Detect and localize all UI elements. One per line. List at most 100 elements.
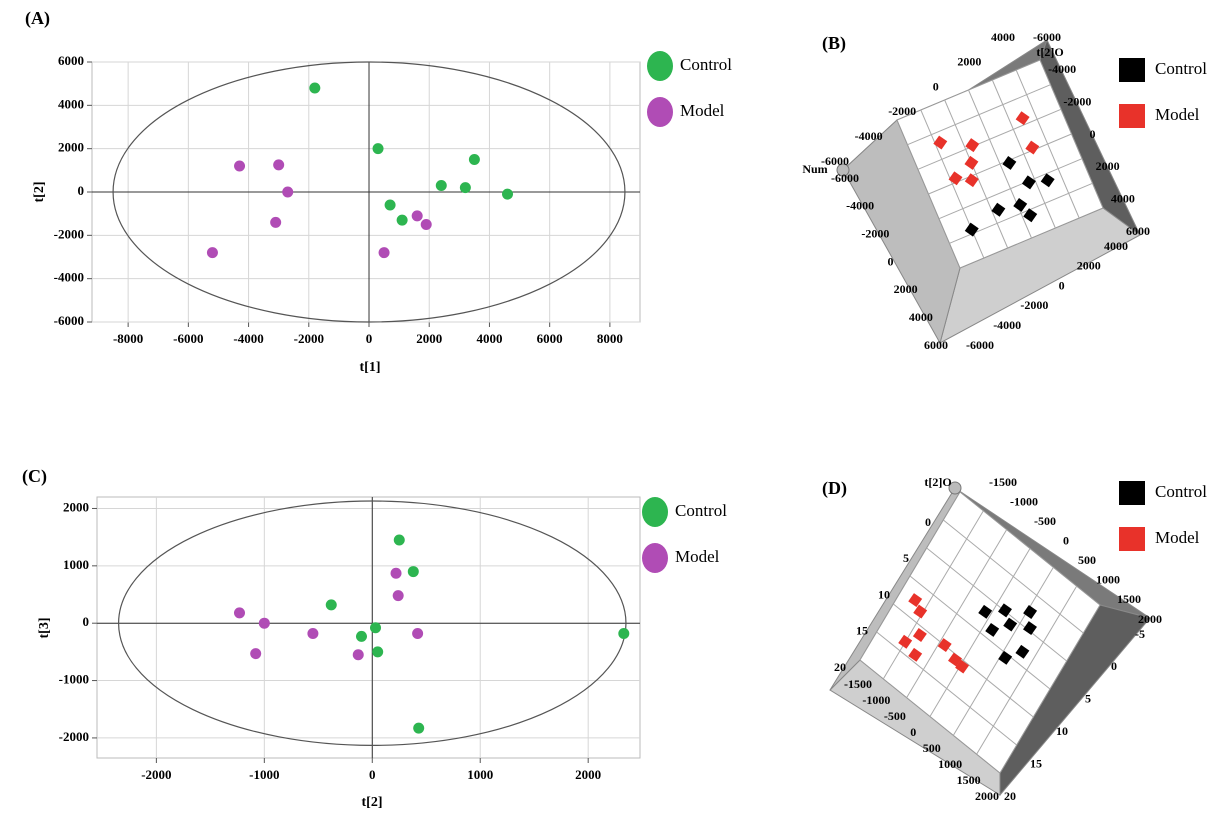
- axis-tick-label: -6000: [1033, 30, 1061, 44]
- point: [234, 160, 246, 172]
- axis-tick-label: 0: [1059, 278, 1065, 292]
- point: [355, 630, 367, 642]
- axis-tick-label: -4000: [846, 199, 874, 213]
- point: [937, 638, 952, 653]
- legend-swatch: [1119, 481, 1145, 505]
- axis-tick-label: -500: [884, 709, 906, 723]
- legend-label: Control: [1155, 482, 1207, 501]
- axis-tick-label: 2000: [1077, 259, 1101, 273]
- point: [392, 590, 404, 602]
- legend-swatch: [1119, 104, 1145, 128]
- y-axis-label: t[2]: [32, 182, 47, 203]
- point: [1025, 140, 1040, 155]
- legend-swatch: [642, 497, 668, 527]
- axis-tick-label: 2000: [975, 789, 999, 803]
- axis-tick-label: 0: [1111, 659, 1117, 673]
- legend-swatch: [642, 543, 668, 573]
- confidence-ellipse: [112, 61, 626, 323]
- y-tick-label: -2000: [59, 729, 89, 744]
- point: [1023, 605, 1038, 619]
- point: [396, 214, 408, 226]
- axis-tick-label: 1000: [1096, 573, 1120, 587]
- legend-label: Model: [1155, 528, 1200, 547]
- y-tick-label: 6000: [58, 53, 84, 68]
- axis-tick-label: 2000: [1096, 159, 1120, 173]
- axis-tick-label: 0: [933, 79, 939, 93]
- axis-tick-label: 0: [910, 725, 916, 739]
- axis-knob: [836, 163, 850, 177]
- point: [991, 202, 1006, 217]
- legend-swatch: [647, 51, 673, 81]
- x-tick-label: -2000: [141, 767, 171, 782]
- point: [913, 604, 928, 619]
- axis-tick-label: 1500: [957, 773, 981, 787]
- y-tick-label: 2000: [63, 499, 89, 514]
- axis-tick-label: 4000: [1111, 191, 1135, 205]
- axis-tick-label: 10: [878, 587, 890, 601]
- axis-tick-label: 5: [903, 551, 909, 565]
- point: [978, 604, 993, 619]
- x-tick-label: 1000: [467, 767, 493, 782]
- confidence-ellipse: [117, 500, 627, 746]
- point: [898, 634, 913, 649]
- point: [955, 659, 970, 674]
- axis-tick-label: 0: [888, 254, 894, 268]
- axis-tick-label: 20: [1004, 789, 1016, 803]
- x-tick-label: 0: [366, 331, 373, 346]
- axis-tick-label: 2000: [894, 282, 918, 296]
- x-axis-label: t[1]: [360, 360, 381, 375]
- y-tick-label: 4000: [58, 96, 84, 111]
- legend-swatch: [1119, 527, 1145, 551]
- axis-tick-label: 0: [1063, 533, 1069, 547]
- point: [459, 182, 471, 194]
- x-tick-label: 2000: [575, 767, 601, 782]
- point: [965, 138, 980, 153]
- point: [933, 135, 948, 150]
- point: [411, 210, 423, 222]
- point: [1015, 644, 1030, 659]
- point: [412, 628, 424, 640]
- point: [407, 566, 419, 578]
- axis-tick-label: 4000: [1104, 239, 1128, 253]
- legend-label: Model: [675, 547, 720, 566]
- point: [1021, 175, 1036, 190]
- point: [370, 622, 382, 634]
- legend-label: Control: [1155, 59, 1207, 78]
- point: [420, 219, 432, 230]
- plot-area: [96, 496, 641, 759]
- axis-tick-label: 15: [1030, 756, 1042, 770]
- axis-tick-label: -2000: [1063, 94, 1091, 108]
- x-tick-label: -8000: [113, 331, 143, 346]
- axis-tick-label: 1500: [1117, 592, 1141, 606]
- point: [233, 607, 245, 619]
- axis-knob: [948, 481, 962, 495]
- legend-label: Model: [1155, 105, 1200, 124]
- point: [435, 180, 447, 191]
- point: [270, 216, 282, 228]
- y-tick-label: -1000: [59, 672, 89, 687]
- point: [468, 154, 480, 165]
- point: [372, 143, 384, 155]
- axis-tick-label: -1500: [989, 475, 1017, 489]
- point: [372, 646, 384, 658]
- legend-label: Control: [680, 55, 732, 74]
- point: [1023, 621, 1037, 636]
- axis-name: t[2]O: [924, 475, 951, 489]
- point: [1003, 617, 1018, 632]
- legend-label: Control: [675, 501, 727, 520]
- y-tick-label: 0: [83, 614, 90, 629]
- legend-swatch: [1119, 58, 1145, 82]
- point: [1015, 111, 1030, 126]
- x-tick-label: 6000: [537, 331, 563, 346]
- axis-name: Num: [802, 162, 827, 176]
- y-tick-label: 0: [78, 183, 85, 198]
- y-tick-label: -2000: [54, 226, 84, 241]
- axis-tick-label: -4000: [993, 318, 1021, 332]
- point: [964, 173, 979, 188]
- x-tick-label: 2000: [416, 331, 442, 346]
- point: [1002, 156, 1017, 170]
- axis-tick-label: 5: [1085, 692, 1091, 706]
- point: [1040, 173, 1055, 188]
- y-tick-label: -6000: [54, 313, 84, 328]
